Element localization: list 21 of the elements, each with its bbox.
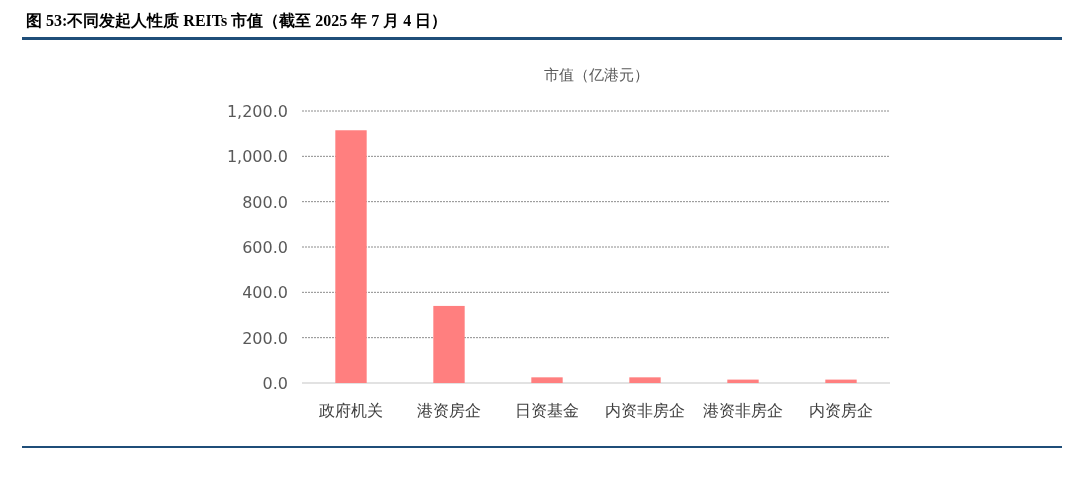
bar bbox=[335, 130, 367, 383]
y-tick-label: 1,200.0 bbox=[226, 102, 288, 121]
x-tick-label: 港资非房企 bbox=[703, 401, 783, 420]
x-tick-label: 内资非房企 bbox=[605, 401, 685, 420]
bar bbox=[629, 377, 661, 383]
bar bbox=[825, 379, 857, 383]
x-tick-label: 日资基金 bbox=[515, 401, 579, 420]
x-tick-label: 政府机关 bbox=[319, 401, 383, 420]
y-tick-label: 200.0 bbox=[242, 328, 288, 348]
bar bbox=[531, 377, 563, 383]
x-tick-label: 内资房企 bbox=[809, 401, 873, 420]
bar bbox=[433, 305, 465, 383]
y-tick-label: 400.0 bbox=[242, 283, 288, 303]
x-tick-label: 港资房企 bbox=[417, 401, 481, 420]
chart-title: 图 53:不同发起人性质 REITs 市值（截至 2025 年 7 月 4 日） bbox=[26, 12, 448, 30]
y-tick-label: 800.0 bbox=[242, 192, 288, 212]
chart-subtitle: 市值（亿港元） bbox=[543, 66, 649, 84]
y-tick-label: 600.0 bbox=[242, 238, 288, 257]
y-tick-label: 0.0 bbox=[262, 374, 288, 393]
bar bbox=[727, 379, 759, 383]
y-tick-label: 1,000.0 bbox=[226, 147, 288, 167]
